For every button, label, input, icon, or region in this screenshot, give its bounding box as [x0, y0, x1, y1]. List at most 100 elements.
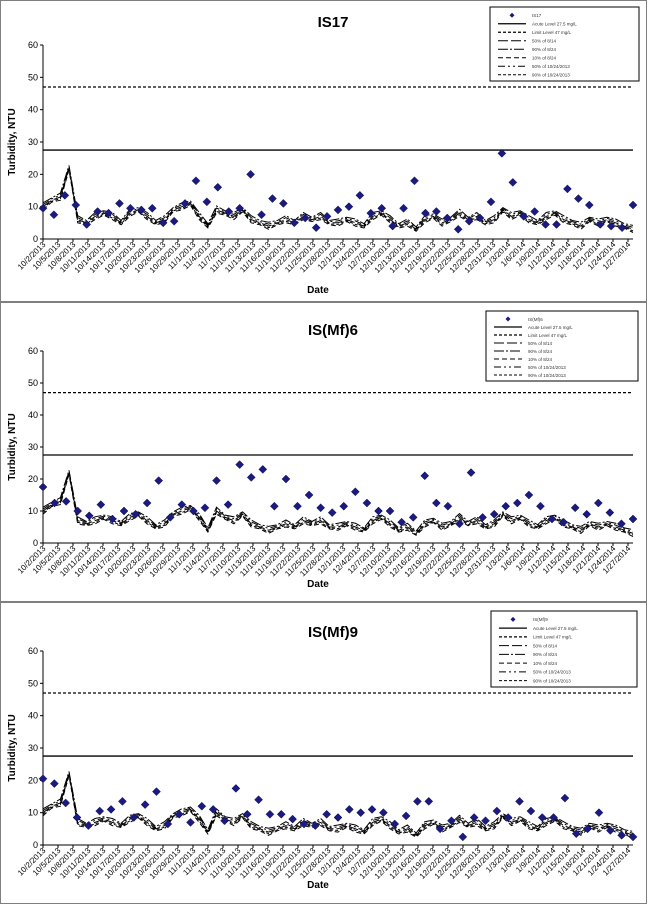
model-series-line [42, 470, 634, 532]
legend-label: 90% of 8/24 [528, 349, 553, 354]
observed-point [379, 808, 388, 818]
observed-point [466, 468, 476, 477]
observed-point [492, 806, 502, 816]
y-tick-label: 60 [28, 346, 38, 356]
y-tick-label: 0 [33, 840, 38, 850]
observed-point [560, 793, 570, 803]
observed-point [628, 832, 638, 842]
observed-point [390, 819, 400, 829]
observed-point [464, 216, 474, 226]
observed-point [385, 506, 395, 516]
y-tick-label: 50 [28, 72, 38, 82]
observed-point [617, 830, 627, 840]
observed-point [435, 824, 445, 834]
observed-point [594, 808, 604, 818]
observed-point [142, 498, 152, 508]
legend-label: Acute Level 27.5 mg/L [533, 626, 578, 631]
observed-point [605, 508, 615, 517]
legend-label: 90% of 8/24 [533, 652, 558, 657]
observed-point [72, 813, 82, 822]
model-series-line [42, 472, 634, 535]
y-tick-label: 20 [28, 169, 38, 179]
observed-point [350, 487, 360, 497]
observed-point [129, 813, 139, 822]
observed-point [486, 197, 496, 207]
observed-point [570, 503, 580, 513]
observed-point [442, 213, 452, 223]
observed-point [186, 818, 195, 827]
observed-point [177, 500, 187, 509]
observed-point [84, 511, 94, 521]
observed-point [213, 182, 223, 192]
model-series-line [42, 774, 634, 838]
legend: IS(Mf)6 Acute Level 27.5 mg/L Limit Level … [485, 310, 639, 382]
observed-point [293, 501, 302, 511]
chart-title: IS17 [318, 14, 349, 31]
observed-point [582, 509, 592, 519]
observed-point [235, 203, 245, 213]
observed-point [447, 816, 456, 826]
observed-point [489, 509, 499, 519]
observed-point [322, 809, 332, 819]
observed-point [197, 801, 207, 811]
observed-point [174, 809, 184, 819]
observed-point [49, 779, 59, 788]
model-series-line [42, 771, 634, 834]
observed-point [191, 176, 201, 186]
observed-point [131, 509, 140, 519]
observed-point [617, 223, 627, 233]
chart-panel-ismf6: IS(Mf)6 Turbidity, NTU 0 10 20 30 40 50 60 10/2/2… [0, 302, 647, 602]
observed-point [71, 200, 81, 210]
observed-point [628, 514, 638, 524]
chart-title: IS(Mf)9 [308, 624, 358, 641]
legend-marker [509, 12, 515, 18]
observed-point [583, 824, 592, 834]
observed-point [571, 829, 581, 839]
y-tick-label: 30 [28, 137, 38, 147]
y-tick-label: 30 [28, 743, 38, 753]
observed-point [189, 506, 198, 516]
y-tick-label: 40 [28, 105, 38, 115]
observed-point [374, 506, 383, 516]
observed-point [165, 513, 175, 522]
observed-point [140, 800, 150, 809]
legend-marker [505, 316, 511, 322]
observed-point [136, 205, 146, 215]
observed-point [310, 821, 320, 830]
observed-point [50, 498, 59, 508]
observed-point [235, 460, 245, 469]
legend-label: Acute Level 27.5 mg/L [528, 325, 573, 330]
x-axis-label: Date [307, 579, 329, 590]
observed-point [408, 513, 418, 522]
observed-point [61, 798, 71, 808]
observed-point [455, 519, 464, 529]
observed-point [541, 220, 550, 229]
legend: IS17 Acute Level 27.5 mg/L Limit Level 47 … [489, 6, 640, 82]
legend-label: 90% of 10/24/2013 [533, 678, 571, 683]
y-axis-label: Turbidity, NTU [7, 714, 18, 781]
y-tick-label: 20 [28, 474, 38, 484]
y-tick-label: 0 [33, 538, 38, 548]
chart-panel-is17: IS17 Turbidity, NTU 0 10 20 30 40 50 60 10/2/2013… [0, 0, 647, 302]
observed-point [501, 501, 511, 511]
y-tick-label: 60 [28, 646, 38, 656]
observed-point [200, 503, 210, 513]
observed-point [362, 498, 372, 508]
observed-point [246, 169, 255, 179]
observed-point [126, 203, 135, 213]
model-series-line [42, 773, 634, 836]
observed-point [355, 190, 365, 200]
observed-point [265, 809, 275, 819]
observed-point [469, 813, 479, 822]
observed-point [584, 200, 594, 210]
legend-label: 90% of 10/24/2013 [528, 373, 566, 378]
observed-point [574, 194, 583, 203]
observed-point [606, 221, 616, 231]
y-tick-label: 20 [28, 775, 38, 785]
legend-label: IS(Mf)9 [533, 617, 548, 622]
observed-point [388, 221, 397, 231]
observed-point [356, 808, 366, 818]
observed-point [530, 207, 540, 216]
observed-point [38, 203, 48, 213]
observed-point [537, 813, 547, 822]
